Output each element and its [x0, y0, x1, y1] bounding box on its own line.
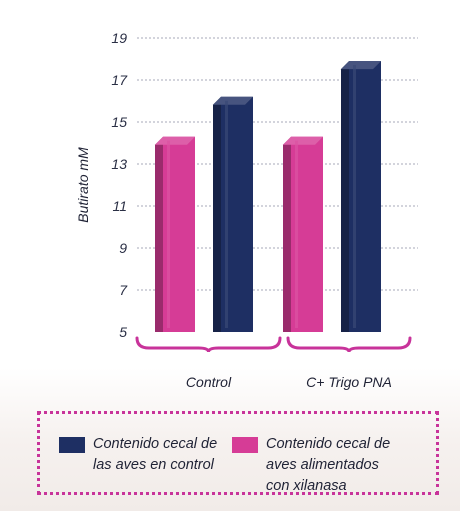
legend-label-xilanasa: Contenido cecal de aves alimentados con … — [266, 436, 391, 494]
y-tick-label: 5 — [119, 324, 127, 340]
x-category-label: Control — [186, 374, 232, 390]
bars — [155, 61, 381, 332]
bar-side — [283, 136, 291, 332]
bar-side — [155, 136, 163, 332]
bar-top — [283, 136, 323, 145]
legend-item-control: Contenido cecal de las aves en control — [59, 434, 233, 476]
y-tick-label: 7 — [119, 282, 128, 298]
y-tick-label: 9 — [119, 240, 127, 256]
x-axis-categories: Control C+ Trigo PNA — [186, 374, 392, 390]
bar-highlight — [353, 65, 356, 328]
y-tick-label: 19 — [111, 30, 127, 46]
legend-swatch-control — [59, 437, 85, 453]
y-tick-label: 17 — [111, 72, 128, 88]
legend-label-control: Contenido cecal de las aves en control — [93, 436, 218, 473]
legend-swatch-xilanasa — [232, 437, 258, 453]
y-axis-ticks: 5 7 9 11 13 15 17 19 — [111, 30, 128, 340]
legend: Contenido cecal de las aves en control C… — [37, 411, 439, 495]
bar-highlight — [225, 100, 228, 328]
y-axis-label: Butirato mM — [75, 147, 91, 223]
bar-highlight — [295, 140, 298, 328]
bar-side — [213, 96, 221, 332]
bar-chart: 5 7 9 11 13 15 17 19 Control C+ Trigo PNA Butira… — [75, 30, 418, 390]
y-tick-label: 13 — [111, 156, 127, 172]
category-brace — [135, 336, 282, 353]
y-tick-label: 15 — [111, 114, 127, 130]
bar-side — [341, 61, 349, 332]
bar-control-trigo-pna — [341, 61, 381, 332]
bar-highlight — [167, 140, 170, 328]
bar-top — [341, 61, 381, 70]
grid-lines — [137, 37, 418, 291]
bar-xilanasa-control — [155, 136, 195, 332]
legend-item-xilanasa: Contenido cecal de aves alimentados con … — [232, 434, 406, 497]
x-category-label: C+ Trigo PNA — [306, 374, 392, 390]
bar-control-control — [213, 96, 253, 332]
bar-top — [213, 96, 253, 105]
y-tick-label: 11 — [112, 198, 127, 214]
category-braces — [135, 336, 412, 353]
bar-top — [155, 136, 195, 145]
category-brace — [286, 336, 412, 353]
bar-xilanasa-trigo-pna — [283, 136, 323, 332]
